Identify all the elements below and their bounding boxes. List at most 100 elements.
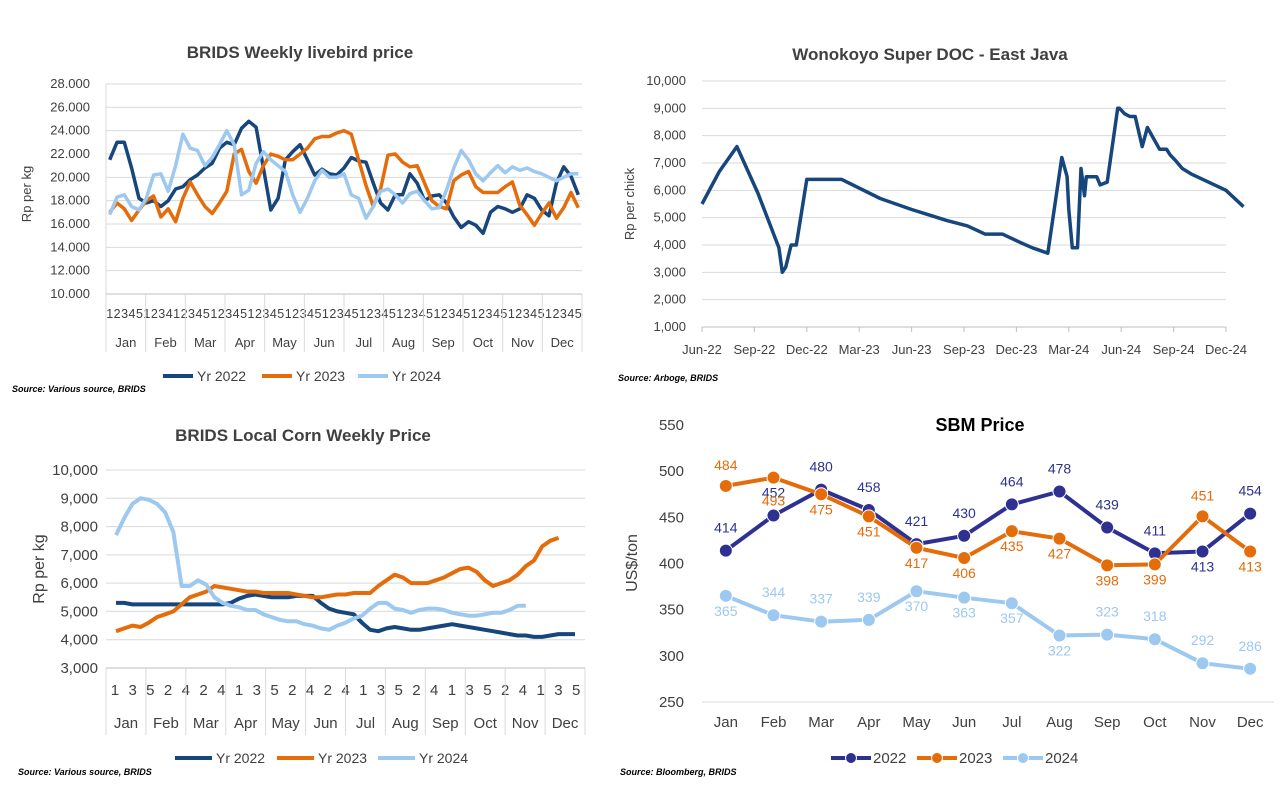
chart4-ytick: 500 [659, 463, 684, 480]
chart4-data-label-2023: 451 [1191, 487, 1215, 503]
chart3-series-line-yr-2023 [115, 536, 560, 634]
chart4-data-label-2024: 292 [1191, 632, 1215, 648]
chart3-ytick: 3,000 [60, 660, 98, 677]
chart4-xtick: Aug [1046, 714, 1073, 731]
chart1-month-tick: Jul [356, 335, 373, 350]
chart2-title: Wonokoyo Super DOC - East Java [792, 45, 1068, 64]
chart4-data-label-2022: 414 [714, 520, 738, 536]
chart4-point-2022 [1100, 520, 1115, 535]
chart2-xtick: Dec-23 [995, 342, 1037, 357]
chart3-week-tick: 3 [253, 682, 261, 699]
chart4-data-label-2022: 458 [857, 479, 881, 495]
chart1-ytick: 22.000 [50, 146, 90, 161]
chart2-xtick: Mar-23 [839, 342, 880, 357]
chart3-week-tick: 5 [395, 682, 403, 699]
chart1-week-tick: 4 [344, 307, 351, 321]
chart1-week-tick: 4 [530, 307, 537, 321]
chart3-month-tick: Apr [234, 715, 257, 732]
chart4-point-2024 [718, 588, 733, 603]
chart2-doc: 1,000 2,000 3,000 4,000 5,000 6,000 7,000 8,000… [646, 73, 1247, 357]
chart3-month-tick: Jan [114, 715, 138, 732]
chart1-month-tick: Dec [551, 335, 575, 350]
chart2-xtick: Mar-24 [1048, 342, 1089, 357]
chart4-legend-label: 2024 [1045, 750, 1078, 767]
chart1-week-tick: 1 [322, 307, 329, 321]
chart1-ytick: 12.000 [50, 263, 90, 278]
chart2-ytick: 1,000 [653, 319, 686, 334]
chart3-week-tick: 3 [128, 682, 136, 699]
chart4-data-label-2024: 286 [1238, 638, 1262, 654]
chart1-week-tick: 1 [106, 307, 113, 321]
chart1-week-tick: 4 [456, 307, 463, 321]
chart4-point-2023 [909, 540, 924, 555]
chart1-week-tick: 4 [307, 307, 314, 321]
chart4-point-2024 [861, 612, 876, 627]
chart1-week-tick: 1 [471, 307, 478, 321]
chart3-week-tick: 2 [199, 682, 207, 699]
chart1-week-tick: 4 [419, 307, 426, 321]
chart3-week-tick: 2 [412, 682, 420, 699]
chart3-week-tick: 1 [235, 682, 243, 699]
chart3-week-tick: 5 [572, 682, 580, 699]
chart3-ytick: 8,000 [60, 519, 98, 536]
chart4-data-label-2023: 406 [952, 565, 976, 581]
chart1-week-tick: 2 [478, 307, 485, 321]
chart2-xtick: Sep-24 [1153, 342, 1195, 357]
chart2-xtick: Dec-24 [1205, 342, 1247, 357]
chart3-series-line-yr-2022 [116, 592, 575, 639]
chart1-week-tick: 1 [433, 307, 440, 321]
chart4-legend-label: 2023 [959, 750, 992, 767]
chart1-month-tick: Feb [154, 335, 176, 350]
chart4-xtick: May [902, 714, 931, 731]
chart4-data-label-2023: 435 [1000, 538, 1024, 554]
chart4-xtick: Oct [1143, 714, 1167, 731]
chart4-legend-marker [931, 752, 943, 764]
chart1-week-tick: 3 [374, 307, 381, 321]
chart1-ylabel: Rp per kg [19, 166, 34, 222]
chart2-xtick: Sep-23 [943, 342, 985, 357]
chart1-week-tick: 1 [396, 307, 403, 321]
chart4-point-2024 [1195, 656, 1210, 671]
chart1-title: BRIDS Weekly livebird price [187, 43, 413, 62]
chart3-week-tick: 4 [306, 682, 314, 699]
chart1-week-tick: 1 [359, 307, 366, 321]
chart4-point-2023 [1195, 509, 1210, 524]
chart3-month-tick: Aug [392, 715, 419, 732]
chart3-week-tick: 4 [430, 682, 438, 699]
chart2-xtick: Jun-24 [1101, 342, 1141, 357]
chart4-data-label-2022: 430 [952, 505, 976, 521]
chart4-series-line-2024 [725, 589, 1251, 671]
chart3-month-tick: Sep [432, 715, 459, 732]
chart3-month-tick: Jul [356, 715, 375, 732]
chart1-week-tick: 1 [173, 307, 180, 321]
chart4-point-2023 [814, 487, 829, 502]
chart1-ytick: 28.000 [50, 76, 90, 91]
chart2-ytick: 3,000 [653, 264, 686, 279]
chart1-week-tick: 5 [463, 307, 470, 321]
chart2-source: Source: Arboge, BRIDS [618, 373, 718, 383]
chart1-month-tick: Mar [194, 335, 217, 350]
chart4-point-2024 [1052, 628, 1067, 643]
chart1-week-tick: 1 [508, 307, 515, 321]
chart1-week-tick: 3 [188, 307, 195, 321]
chart4-point-2023 [1100, 558, 1115, 573]
chart1-week-tick: 5 [389, 307, 396, 321]
chart1-month-tick: Nov [511, 335, 535, 350]
chart4-data-label-2023: 484 [714, 457, 738, 473]
chart3-title: BRIDS Local Corn Weekly Price [175, 426, 431, 445]
chart2-xtick: Dec-22 [786, 342, 828, 357]
chart4-data-label-2023: 475 [809, 501, 833, 517]
chart4-data-label-2024: 337 [809, 591, 833, 607]
chart3-ylabel: Rp per kg [31, 534, 48, 603]
chart1-month-tick: Oct [473, 335, 494, 350]
chart4-data-label-2024: 318 [1143, 608, 1167, 624]
chart1-legend-label: Yr 2024 [392, 368, 441, 384]
chart4-ytick: 350 [659, 602, 684, 619]
chart3-week-tick: 2 [324, 682, 332, 699]
chart1-week-tick: 4 [166, 307, 173, 321]
chart2-ytick: 2,000 [653, 292, 686, 307]
chart4-data-label-2022: 464 [1000, 473, 1024, 489]
chart3-corn: 3,000 4,000 5,000 6,000 7,000 8,000 9,000 10,00… [52, 462, 586, 766]
chart1-week-tick: 5 [136, 307, 143, 321]
chart3-month-tick: Jun [313, 715, 337, 732]
